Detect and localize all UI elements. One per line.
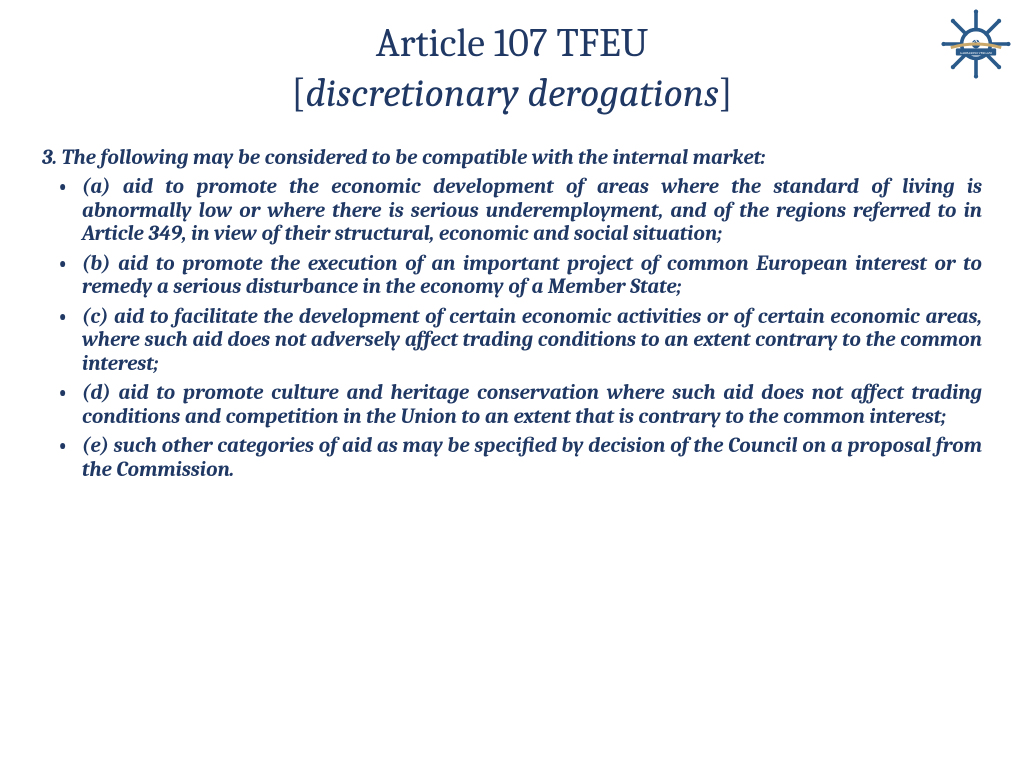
title-line-1: Article 107 TFEU bbox=[0, 18, 1024, 68]
bracket-close: ] bbox=[719, 70, 733, 116]
list-item: (c) aid to facilitate the development of… bbox=[82, 306, 982, 377]
title-line-2: [discretionary derogations] bbox=[0, 68, 1024, 118]
list-item: (e) such other categories of aid as may … bbox=[82, 435, 982, 482]
bullet-list: (a) aid to promote the economic developm… bbox=[42, 176, 982, 482]
logo-label: SLGV bbox=[965, 36, 987, 45]
list-item: (a) aid to promote the economic developm… bbox=[82, 176, 982, 247]
bracket-open: [ bbox=[291, 70, 305, 116]
list-item: (d) aid to promote culture and heritage … bbox=[82, 382, 982, 429]
logo-sublabel: GARBARINO VERGANI bbox=[960, 51, 992, 55]
list-item: (b) aid to promote the execution of an i… bbox=[82, 253, 982, 300]
intro-paragraph: 3. The following may be considered to be… bbox=[42, 146, 982, 170]
title-subtitle: discretionary derogations bbox=[305, 70, 718, 116]
slide-body: 3. The following may be considered to be… bbox=[0, 146, 1024, 482]
slide-title: Article 107 TFEU [discretionary derogati… bbox=[0, 0, 1024, 146]
logo-ship-wheel: SLGV GARBARINO VERGANI bbox=[940, 8, 1012, 80]
